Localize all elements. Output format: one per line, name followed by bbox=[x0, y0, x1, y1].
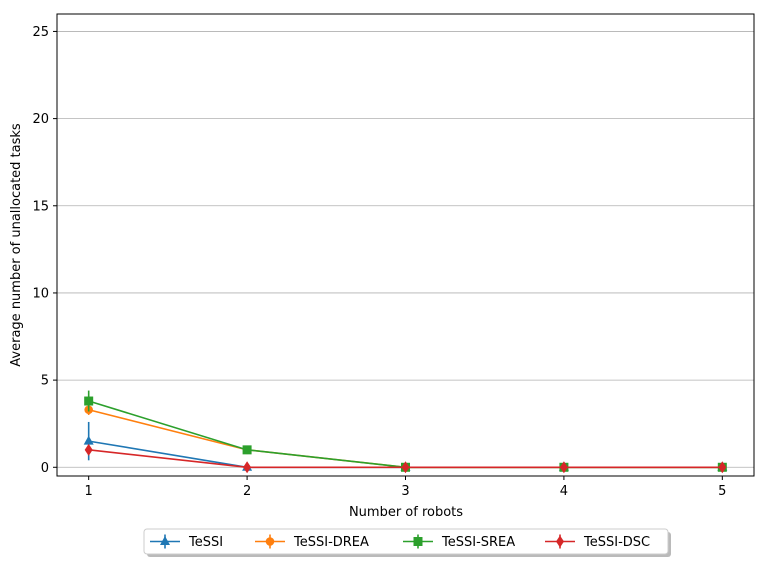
legend-label: TeSSI bbox=[188, 535, 223, 550]
y-axis: 0 5 10 15 20 25 bbox=[32, 25, 57, 476]
series-tessi-dsc bbox=[84, 443, 727, 474]
series-layer bbox=[83, 390, 728, 474]
x-tick-label: 3 bbox=[401, 484, 409, 499]
data-point bbox=[243, 461, 252, 474]
grid-lines bbox=[57, 31, 754, 468]
y-tick-label: 15 bbox=[32, 199, 49, 214]
legend-marker bbox=[556, 535, 564, 548]
plot-frame bbox=[56, 13, 755, 477]
x-axis-label: Number of robots bbox=[349, 505, 463, 520]
legend-item-tessi: TeSSI bbox=[150, 534, 223, 550]
y-tick-label: 5 bbox=[41, 374, 49, 389]
legend-label: TeSSI-DSC bbox=[583, 535, 650, 550]
x-tick-label: 4 bbox=[560, 484, 568, 499]
data-point bbox=[559, 461, 568, 474]
x-tick-label: 2 bbox=[243, 484, 251, 499]
legend-item-tessi-drea: TeSSI-DREA bbox=[255, 534, 369, 550]
y-tick-label: 0 bbox=[41, 461, 49, 476]
data-point bbox=[84, 443, 93, 456]
legend-item-tessi-srea: TeSSI-SREA bbox=[403, 534, 515, 550]
legend-marker bbox=[265, 537, 275, 546]
y-tick-label: 25 bbox=[32, 25, 49, 40]
x-axis: 1 2 3 4 5 bbox=[85, 476, 726, 499]
data-point bbox=[83, 435, 94, 445]
data-point bbox=[401, 461, 410, 474]
y-axis-label: Average number of unallocated tasks bbox=[9, 123, 24, 367]
x-tick-label: 1 bbox=[85, 484, 93, 499]
legend-label: TeSSI-DREA bbox=[293, 535, 369, 550]
legend-item-tessi-dsc: TeSSI-DSC bbox=[545, 534, 650, 550]
data-point bbox=[242, 445, 252, 455]
legend-marker bbox=[160, 536, 170, 545]
x-tick-label: 5 bbox=[718, 484, 726, 499]
y-tick-label: 20 bbox=[32, 112, 49, 127]
legend: TeSSI TeSSI-DREA TeSSI-SREA TeSSI-DSC bbox=[143, 528, 671, 557]
legend-label: TeSSI-SREA bbox=[441, 535, 515, 550]
y-tick-label: 10 bbox=[32, 286, 49, 301]
series-line bbox=[88, 408, 723, 469]
data-point bbox=[84, 396, 94, 406]
legend-marker bbox=[413, 537, 423, 546]
data-point bbox=[718, 461, 727, 474]
